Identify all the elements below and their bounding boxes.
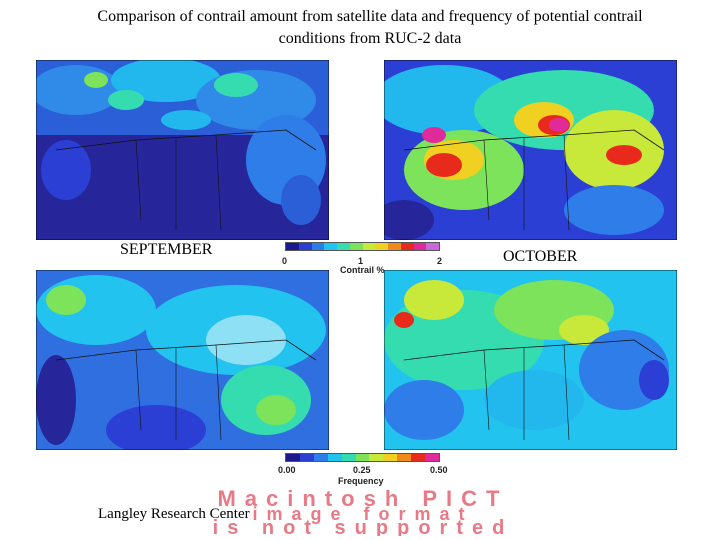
cbar-bottom-swatch-0 (286, 454, 300, 461)
contrail-colorbar (285, 242, 440, 251)
watermark-line-1: Macintosh PICT (217, 488, 508, 511)
cbar-bottom-swatch-9 (411, 454, 426, 461)
cbar-top-swatch-0 (286, 243, 299, 250)
footer-credit: Langley Research Center (98, 506, 250, 522)
pict-unsupported-watermark: Macintosh PICT image format is not suppo… (213, 488, 514, 536)
september-label: SEPTEMBER (120, 241, 213, 258)
frequency-tick-2: 0.50 (430, 465, 448, 475)
contrail-tick-2: 2 (437, 256, 443, 266)
cbar-top-swatch-8 (388, 243, 401, 250)
cbar-bottom-swatch-1 (299, 454, 314, 461)
sep-ruc-map (36, 270, 329, 450)
cbar-top-swatch-6 (362, 243, 376, 250)
cbar-bottom-swatch-5 (355, 454, 370, 461)
title-line-2: conditions from RUC-2 data (278, 30, 462, 47)
title-line-1: Comparison of contrail amount from satel… (97, 8, 643, 25)
contrail-colorbar-swatches (285, 242, 440, 251)
cbar-top-swatch-1 (298, 243, 312, 250)
contrail-tick-0: 0 (282, 256, 288, 266)
watermark-line-2: image format (252, 504, 473, 524)
cbar-bottom-swatch-8 (397, 454, 412, 461)
page-title: Comparison of contrail amount from satel… (40, 6, 700, 50)
cbar-bottom-swatch-7 (383, 454, 398, 461)
cbar-top-swatch-10 (413, 243, 427, 250)
cbar-top-swatch-11 (426, 243, 439, 250)
cbar-bottom-swatch-2 (313, 454, 328, 461)
frequency-colorbar-title: Frequency (338, 476, 384, 486)
oct-satellite-map (384, 60, 677, 240)
cbar-top-swatch-5 (349, 243, 363, 250)
cbar-top-swatch-4 (337, 243, 350, 250)
sep-satellite-map (36, 60, 329, 240)
cbar-top-swatch-3 (324, 243, 337, 250)
cbar-bottom-swatch-3 (327, 454, 342, 461)
cbar-bottom-swatch-10 (425, 454, 439, 461)
cbar-top-swatch-9 (400, 243, 414, 250)
cbar-bottom-swatch-4 (341, 454, 356, 461)
oct-ruc-map (384, 270, 677, 450)
frequency-tick-0: 0.00 (278, 465, 296, 475)
cbar-top-swatch-2 (311, 243, 325, 250)
frequency-colorbar (285, 453, 440, 462)
frequency-colorbar-swatches (285, 453, 440, 462)
cbar-top-swatch-7 (375, 243, 388, 250)
contrail-colorbar-title: Contrail % (340, 265, 385, 275)
frequency-tick-1: 0.25 (353, 465, 371, 475)
october-label: OCTOBER (503, 248, 578, 265)
contrail-tick-1: 1 (358, 256, 364, 266)
cbar-bottom-swatch-6 (369, 454, 384, 461)
watermark-line-3: is not supported (213, 517, 514, 536)
